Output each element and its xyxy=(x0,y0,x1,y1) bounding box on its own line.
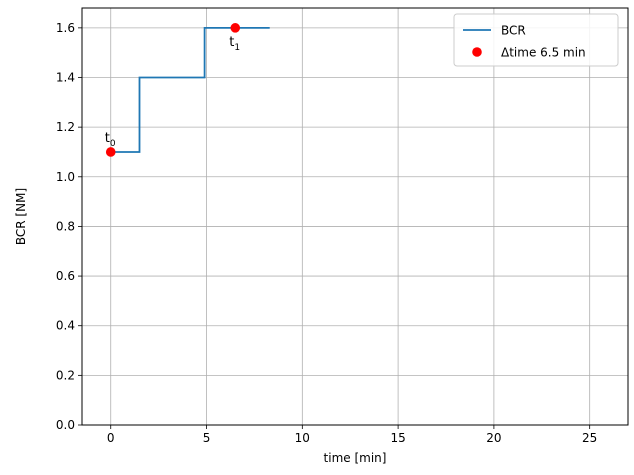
annotation-subscript: 0 xyxy=(110,139,116,149)
x-tick-label: 5 xyxy=(203,431,211,445)
grid xyxy=(82,8,628,426)
legend-label: BCR xyxy=(501,24,526,38)
y-tick-label: 0.6 xyxy=(56,269,75,283)
x-tick-label: 0 xyxy=(107,431,115,445)
y-tick-label: 1.6 xyxy=(56,21,75,35)
plot-frame xyxy=(81,7,629,426)
x-tick-label: 20 xyxy=(486,431,501,445)
scatter-point xyxy=(230,23,241,33)
legend-label: Δtime 6.5 min xyxy=(501,46,586,60)
y-axis-label: BCR [NM] xyxy=(14,188,28,245)
annotation-label: t1 xyxy=(229,35,240,53)
x-tick-label: 15 xyxy=(390,431,405,445)
x-axis-label: time [min] xyxy=(324,451,387,465)
x-tick-label: 10 xyxy=(295,431,310,445)
x-tick-label: 25 xyxy=(582,431,597,445)
scatter-point xyxy=(105,147,116,157)
series-line-bcr xyxy=(110,26,270,153)
y-tick-label: 1.2 xyxy=(56,120,75,134)
y-tick-label: 0.2 xyxy=(56,368,75,382)
series-layer xyxy=(105,23,270,157)
legend-marker-swatch xyxy=(472,47,482,57)
y-tick-label: 0.0 xyxy=(56,418,75,432)
annotation-base: t xyxy=(105,131,110,146)
legend: BCR Δtime 6.5 min xyxy=(453,13,619,67)
y-tick-label: 1.0 xyxy=(56,170,75,184)
annotation-subscript: 1 xyxy=(234,43,240,53)
legend-box xyxy=(453,13,619,67)
annotation-base: t xyxy=(229,35,234,50)
y-tick-label: 0.4 xyxy=(56,319,75,333)
ticks: 0 5 10 15 20 250.00.20.40.60.81.01.21.41.6 xyxy=(56,21,597,445)
y-tick-label: 1.4 xyxy=(56,71,75,85)
annotation-label: t0 xyxy=(105,131,116,149)
y-tick-label: 0.8 xyxy=(56,219,75,233)
